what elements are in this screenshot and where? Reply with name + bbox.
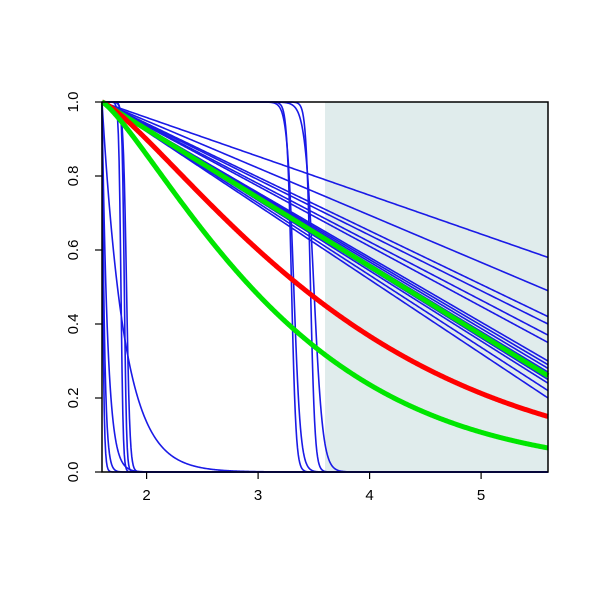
x-tick-label-2: 4 (365, 487, 373, 504)
x-tick-label-0: 2 (142, 487, 150, 504)
series-line-sample-4 (101, 101, 549, 336)
x-tick-label-1: 3 (254, 487, 262, 504)
series-line-bound-28 (100, 99, 550, 451)
y-tick-label-4: 0.8 (65, 166, 82, 187)
series-line-sample-14 (101, 101, 549, 399)
y-tick-label-1: 0.2 (65, 388, 82, 409)
series-line-sample-5 (101, 101, 549, 344)
y-tick-label-3: 0.6 (65, 240, 82, 261)
series-line-bound-26 (100, 99, 550, 378)
y-tick-label-0: 0.0 (65, 462, 82, 483)
plot-frame (101, 101, 549, 473)
series-line-sample-2 (101, 101, 549, 318)
x-tick-label-3: 5 (477, 487, 485, 504)
series-line-sample-0 (101, 101, 549, 259)
series-line-sample-1 (101, 101, 549, 292)
series-line-sample-3 (101, 101, 549, 325)
series-line-mean-27 (100, 99, 550, 419)
shaded-region (325, 102, 548, 472)
y-tick-label-5: 1.0 (65, 92, 82, 113)
y-tick-label-2: 0.4 (65, 314, 82, 335)
